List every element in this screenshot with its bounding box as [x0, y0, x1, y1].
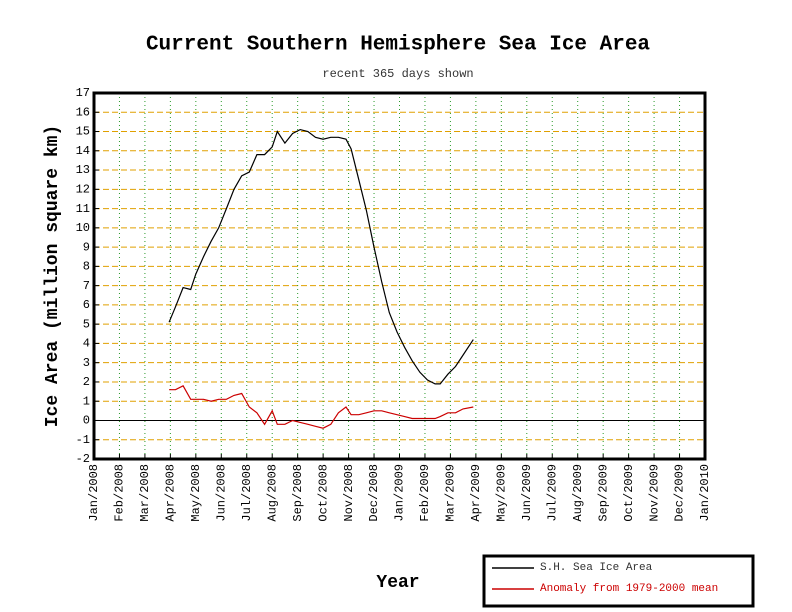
x-tick-label: Jan/2010 [698, 464, 712, 522]
x-tick-label: Jan/2008 [87, 464, 101, 522]
x-tick-label: Sep/2008 [291, 464, 305, 522]
x-tick-label: Nov/2009 [647, 464, 661, 522]
x-axis-label: Year [376, 573, 419, 593]
x-tick-label: Jul/2009 [545, 464, 559, 522]
x-tick-label: Dec/2009 [673, 464, 687, 522]
x-tick-label: Oct/2008 [316, 464, 330, 522]
y-tick-label: 11 [76, 202, 90, 216]
y-tick-label: -1 [76, 433, 90, 447]
x-tick-label: Feb/2008 [113, 464, 127, 522]
x-tick-label: Jun/2008 [214, 464, 228, 522]
x-tick-label: Mar/2008 [138, 464, 152, 522]
chart-title: Current Southern Hemisphere Sea Ice Area [146, 34, 650, 57]
y-axis-label: Ice Area (million square km) [43, 125, 63, 427]
y-tick-label: 5 [83, 317, 90, 331]
y-tick-label: 0 [83, 414, 90, 428]
y-tick-label: 2 [83, 375, 90, 389]
y-tick-label: 16 [76, 105, 90, 119]
y-tick-label: 12 [76, 182, 90, 196]
x-tick-label: Jun/2009 [520, 464, 534, 522]
legend-box [482, 554, 755, 608]
y-tick-label: 3 [83, 356, 90, 370]
x-tick-label: Nov/2008 [342, 464, 356, 522]
x-tick-label: May/2008 [189, 464, 203, 522]
y-tick-label: 8 [83, 260, 90, 274]
data-line [169, 385, 474, 429]
y-tick-label: 9 [83, 240, 90, 254]
data-line [168, 128, 474, 385]
x-tick-label: Feb/2009 [418, 464, 432, 522]
x-tick-label: Jul/2008 [240, 464, 254, 522]
y-tick-label: 1 [83, 394, 90, 408]
y-tick-label: 14 [76, 144, 90, 158]
y-tick-label: 7 [83, 279, 90, 293]
legend-label: S.H. Sea Ice Area [540, 562, 653, 574]
legend-label: Anomaly from 1979-2000 mean [540, 583, 718, 595]
x-tick-label: May/2009 [495, 464, 509, 522]
y-tick-label: 13 [76, 163, 90, 177]
plot-frame [92, 91, 707, 461]
x-tick-label: Apr/2009 [469, 464, 483, 522]
x-tick-label: Mar/2009 [444, 464, 458, 522]
y-tick-label: 10 [76, 221, 90, 235]
x-tick-label: Oct/2009 [622, 464, 636, 522]
x-tick-label: Sep/2009 [596, 464, 610, 522]
x-tick-label: Aug/2008 [265, 464, 279, 522]
chart-subtitle: recent 365 days shown [322, 67, 473, 81]
y-tick-label: 4 [83, 337, 90, 351]
y-tick-label: 17 [76, 86, 90, 100]
x-tick-label: Dec/2008 [367, 464, 381, 522]
x-tick-label: Apr/2008 [164, 464, 178, 522]
y-tick-label: 15 [76, 125, 90, 139]
y-tick-label: 6 [83, 298, 90, 312]
y-tick-label: -2 [76, 452, 90, 466]
x-tick-label: Jan/2009 [393, 464, 407, 522]
x-tick-label: Aug/2009 [571, 464, 585, 522]
